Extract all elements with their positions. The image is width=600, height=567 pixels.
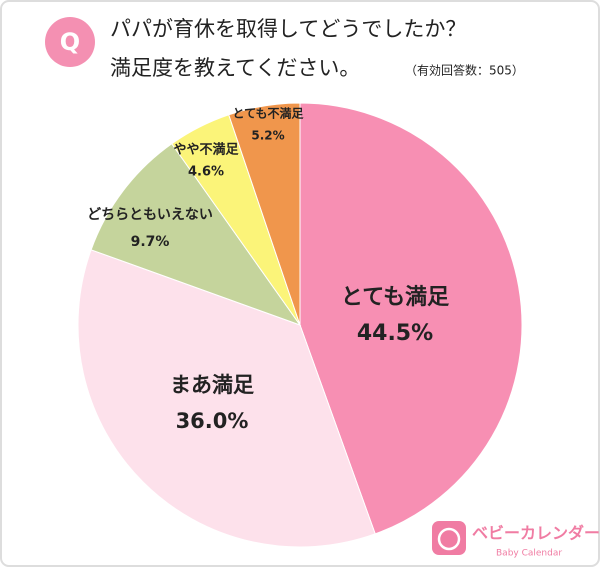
badge-circle: [45, 17, 95, 67]
chart-title: パパが育休を取得してどうでしたか？: [110, 17, 466, 41]
value-label: 5.2%: [251, 129, 284, 143]
pie-slice: [228, 102, 301, 326]
value-label: 44.5%: [357, 321, 433, 346]
slice-label: とても満足: [341, 284, 449, 310]
value-label: 9.7%: [131, 234, 170, 250]
value-label: 4.6%: [188, 165, 224, 180]
value-label: 36.0%: [176, 409, 249, 433]
pie: とても満足 44.5% まあ満足 36.0% どちらともいえない 9.7% やや不満足 4.6…: [77, 102, 523, 548]
slice-label: とても不満足: [232, 106, 303, 121]
logo-icon: [432, 521, 466, 555]
chart-title: 満足度を教えてください。: [110, 56, 360, 80]
note: （有効回答数：505）: [405, 63, 524, 78]
logo-icon-circle: [437, 527, 461, 551]
logo-name: ベビーカレンダー: [472, 524, 600, 543]
badge-text: Q: [60, 28, 80, 56]
slice-label: どちらともいえない: [87, 207, 213, 223]
slice-label: やや不満足: [173, 142, 239, 158]
pie-slice: [299, 102, 523, 535]
slice-label: まあ満足: [170, 373, 254, 397]
pie-slice: [90, 143, 302, 327]
pie-slice: [77, 249, 376, 548]
logo-sub: Baby Calendar: [496, 549, 562, 559]
